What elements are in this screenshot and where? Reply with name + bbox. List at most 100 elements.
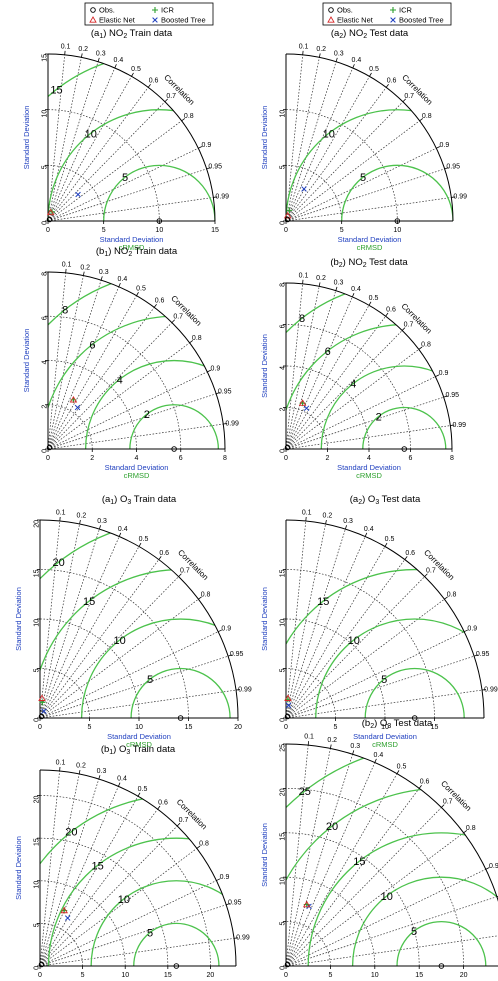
correlation-tick-label: 0.95 xyxy=(476,651,490,658)
correlation-tick-label: 0.1 xyxy=(62,261,72,268)
correlation-tick-label: 0.6 xyxy=(405,550,415,557)
correlation-tick xyxy=(368,301,372,306)
correlation-tick xyxy=(374,758,377,763)
correlation-tick-label: 0.7 xyxy=(179,817,189,824)
y-tick-label: 5 xyxy=(280,668,287,672)
elastic-net-point xyxy=(60,906,68,914)
correlation-tick xyxy=(385,312,389,317)
elastic-net-point-shape xyxy=(302,900,311,908)
correlation-tick xyxy=(227,654,233,657)
crmsd-arc xyxy=(362,406,447,449)
correlation-axis-title: Correlation xyxy=(400,73,434,107)
boosted-tree-point-shape xyxy=(301,186,307,192)
panel-title-text: Test data xyxy=(379,494,421,505)
crmsd-level-label: 10 xyxy=(381,891,393,903)
panel-title: (a2) O3 Test data xyxy=(350,494,421,506)
correlation-tick xyxy=(335,286,338,291)
x-tick-label: 4 xyxy=(135,455,139,462)
sd-gridline xyxy=(285,921,331,967)
correlation-gridline xyxy=(39,880,217,967)
correlation-tick xyxy=(198,146,203,149)
correlation-outer-arc xyxy=(47,271,226,450)
legend-box xyxy=(84,2,214,26)
correlation-tick-label: 0.1 xyxy=(56,510,66,517)
obs-point xyxy=(171,446,177,452)
correlation-tick-label: 0.5 xyxy=(136,285,146,292)
obs-point-shape xyxy=(394,218,401,224)
obs-point-shape xyxy=(401,446,408,452)
correlation-gridline xyxy=(285,523,326,719)
correlation-tick xyxy=(444,167,449,170)
crmsd-arc xyxy=(320,365,452,449)
panel-title-subscript: 2 xyxy=(128,251,132,258)
correlation-tick xyxy=(207,369,212,373)
y-tick-label: 20 xyxy=(34,795,41,803)
crmsd-arc xyxy=(47,837,236,966)
x-tick-label: 8 xyxy=(223,455,227,462)
crmsd-level-label: 2 xyxy=(376,411,382,423)
correlation-tick xyxy=(118,282,121,287)
correlation-gridline xyxy=(285,168,445,222)
correlation-gridline xyxy=(285,61,337,222)
correlation-tick-label: 0.4 xyxy=(352,57,362,64)
x-tick-label: 10 xyxy=(121,972,129,979)
origin-cluster-point-shape xyxy=(38,961,45,968)
legend-label: Boosted Tree xyxy=(161,16,206,25)
correlation-gridline xyxy=(47,322,173,450)
correlation-tick-label: 0.3 xyxy=(96,51,106,58)
correlation-tick xyxy=(435,374,440,378)
obs-point xyxy=(411,715,418,721)
elastic-net-point xyxy=(38,694,46,701)
correlation-tick xyxy=(352,64,355,69)
panel-title-subscript: 2 xyxy=(123,33,127,40)
correlation-gridline xyxy=(285,559,406,719)
correlation-tick-label: 0.5 xyxy=(397,763,407,770)
correlation-tick-label: 0.9 xyxy=(221,625,231,632)
correlation-outer-arc xyxy=(285,519,485,719)
correlation-tick xyxy=(385,83,389,88)
panel-title-text: (a xyxy=(91,28,100,39)
panel-title-subscript: 2 xyxy=(363,33,367,40)
legend-marker-circle-shape xyxy=(90,7,96,13)
correlation-gridline xyxy=(47,342,190,450)
correlation-tick xyxy=(404,556,408,560)
correlation-tick xyxy=(352,293,355,298)
panel-title-subscript: 2 xyxy=(339,33,343,40)
crmsd-axis-title: cRMSD xyxy=(356,471,382,480)
correlation-tick xyxy=(158,556,162,560)
x-tick-label: 15 xyxy=(164,972,172,979)
panel-title: (a1) O3 Train data xyxy=(102,494,177,506)
crmsd-level-label: 5 xyxy=(381,674,387,686)
x-tick-label: 0 xyxy=(284,972,288,979)
correlation-tick-label: 0.1 xyxy=(299,43,309,50)
elastic-net-point-shape xyxy=(283,211,292,219)
x-tick-label: 10 xyxy=(381,724,389,731)
legend-label: Elastic Net xyxy=(99,16,136,25)
panel-title-subscript: 2 xyxy=(363,262,367,269)
correlation-tick xyxy=(396,770,400,774)
correlation-gridline xyxy=(285,87,387,222)
y-tick-label: 4 xyxy=(42,360,49,364)
crmsd-axis-title: cRMSD xyxy=(124,471,150,480)
y-tick-label: 5 xyxy=(280,165,287,169)
correlation-axis-title: Correlation xyxy=(176,548,210,582)
crmsd-arc xyxy=(341,164,453,221)
correlation-tick-label: 0.2 xyxy=(316,46,326,53)
correlation-gridline xyxy=(47,67,116,222)
correlation-gridline xyxy=(285,286,320,450)
correlation-gridline xyxy=(39,770,60,967)
correlation-tick xyxy=(138,542,142,547)
correlation-gridline xyxy=(39,773,80,967)
boosted-tree-point-shape xyxy=(303,405,310,411)
legend-label: Obs. xyxy=(337,6,353,15)
crmsd-arcs xyxy=(286,109,453,221)
boosted-tree-point-shape xyxy=(41,708,47,714)
origin-cluster-point xyxy=(38,961,45,968)
correlation-tick-label: 0.1 xyxy=(56,760,66,767)
crmsd-level-label: 10 xyxy=(118,894,130,906)
correlation-gridline xyxy=(39,546,140,719)
correlation-tick-label: 0.7 xyxy=(180,568,190,575)
x-tick-label: 5 xyxy=(81,972,85,979)
panel-title-text: (b xyxy=(96,246,104,257)
